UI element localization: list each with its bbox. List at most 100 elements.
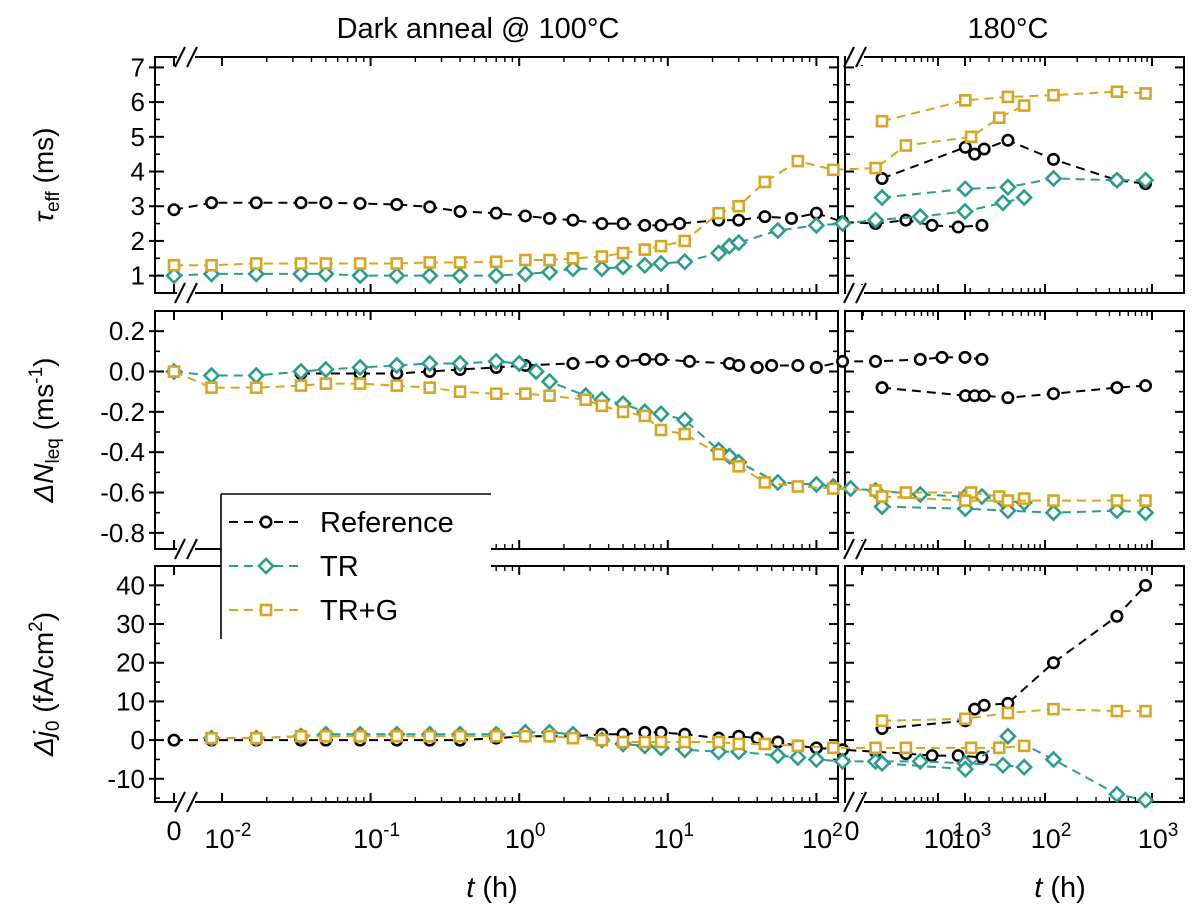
x-tick-base: 10 bbox=[205, 824, 235, 854]
y-axis-label-superscript: -1 bbox=[26, 367, 47, 384]
trg-marker bbox=[964, 741, 978, 755]
trg-marker bbox=[566, 731, 580, 745]
legend-label: TR+G bbox=[320, 595, 398, 627]
trg-marker bbox=[791, 739, 805, 753]
reference-marker bbox=[925, 218, 939, 232]
tr-marker bbox=[709, 244, 728, 262]
series-line bbox=[881, 139, 1146, 185]
x-tick-label: 100 bbox=[505, 820, 546, 854]
x-tick-exponent: 2 bbox=[832, 820, 843, 841]
trg-marker bbox=[1047, 88, 1060, 102]
trg-marker bbox=[167, 258, 181, 272]
x-tick-exponent: 3 bbox=[981, 820, 992, 841]
trg-marker bbox=[543, 389, 556, 403]
tr-marker bbox=[873, 754, 891, 773]
tr-marker bbox=[873, 188, 891, 207]
tr-marker bbox=[614, 258, 632, 276]
tr-marker bbox=[351, 358, 369, 377]
trg-marker bbox=[294, 729, 308, 743]
tr-marker bbox=[1015, 188, 1033, 207]
reference-marker bbox=[249, 196, 263, 210]
y-tick-label: 5 bbox=[131, 122, 145, 152]
reference-marker bbox=[167, 733, 181, 747]
trg-marker bbox=[1047, 494, 1060, 507]
trg-marker bbox=[791, 154, 805, 168]
trg-marker bbox=[869, 741, 882, 755]
reference-marker bbox=[566, 356, 580, 370]
tr-marker bbox=[564, 259, 582, 278]
trg-marker bbox=[489, 255, 503, 269]
tr-marker bbox=[675, 411, 694, 429]
tr-marker bbox=[833, 214, 852, 233]
trg-marker bbox=[423, 256, 437, 269]
x-tick-label-zero: 0 bbox=[166, 816, 181, 846]
x-tick-base: 10 bbox=[1138, 824, 1168, 854]
tr-marker bbox=[1136, 503, 1155, 522]
series-trgg bbox=[205, 702, 1152, 755]
x-tick-label: 103 bbox=[1138, 820, 1179, 854]
series-trgg bbox=[167, 365, 1152, 507]
x-tick-exponent: -2 bbox=[235, 820, 252, 841]
tr-marker bbox=[999, 727, 1017, 746]
reference-marker bbox=[1046, 387, 1060, 401]
y-tick-label: 6 bbox=[131, 87, 145, 117]
axis-break-mark bbox=[843, 538, 855, 560]
y-axis-label-subscript: leq bbox=[43, 438, 64, 463]
tr-marker bbox=[165, 266, 183, 285]
trg-marker bbox=[319, 257, 333, 270]
reference-marker bbox=[319, 196, 333, 210]
trg-marker bbox=[827, 482, 840, 495]
axis-break-mark bbox=[843, 46, 855, 68]
axis-break-mark bbox=[174, 46, 186, 68]
trg-marker bbox=[294, 379, 308, 392]
trg-marker bbox=[638, 243, 652, 256]
tr-marker bbox=[1015, 758, 1033, 777]
reference-marker bbox=[1110, 381, 1124, 395]
y-tick-label: 0.2 bbox=[109, 316, 145, 346]
trg-marker bbox=[959, 494, 972, 507]
trg-marker bbox=[1110, 494, 1124, 507]
reference-marker bbox=[489, 206, 503, 220]
tr-marker bbox=[841, 479, 860, 498]
tr-marker bbox=[420, 266, 439, 285]
trg-marker bbox=[319, 377, 333, 390]
reference-marker bbox=[875, 381, 889, 395]
series-line bbox=[881, 584, 1147, 730]
axis-break-mark bbox=[843, 791, 855, 813]
reference-marker bbox=[765, 358, 779, 372]
y-axis-label-symbol: τ bbox=[28, 211, 59, 223]
reference-marker bbox=[518, 209, 532, 223]
trg-marker bbox=[678, 427, 692, 441]
tr-marker bbox=[788, 748, 807, 767]
x-tick-exponent: -1 bbox=[383, 820, 400, 841]
trg-marker bbox=[353, 377, 367, 390]
x-tick-exponent: 3 bbox=[1168, 820, 1179, 841]
series-line bbox=[211, 731, 1025, 769]
y-axis-label-unit: (ms bbox=[28, 384, 59, 438]
tr-marker bbox=[540, 372, 559, 391]
axis-break-mark bbox=[174, 791, 186, 813]
trg-marker bbox=[732, 199, 746, 213]
trg-marker bbox=[875, 490, 889, 503]
tr-marker bbox=[911, 485, 930, 504]
x-tick-label: 101 bbox=[924, 820, 965, 854]
trg-marker bbox=[678, 234, 692, 248]
tr-marker bbox=[387, 356, 406, 375]
y-tick-label: -0.8 bbox=[100, 518, 145, 548]
reference-marker bbox=[673, 217, 687, 231]
reference-marker bbox=[638, 352, 652, 366]
reference-marker bbox=[791, 358, 805, 372]
y-axis-label-subscript: 0 bbox=[43, 720, 64, 731]
trg-marker bbox=[595, 733, 609, 747]
trg-marker bbox=[249, 381, 263, 394]
x-tick-base: 10 bbox=[802, 824, 832, 854]
trg-marker bbox=[390, 729, 404, 743]
reference-marker bbox=[975, 218, 989, 232]
axis-break-mark bbox=[855, 46, 867, 68]
reference-marker bbox=[869, 354, 883, 368]
tr-marker bbox=[1108, 501, 1126, 520]
trg-marker bbox=[1110, 85, 1124, 99]
y-tick-label: -0.6 bbox=[100, 478, 145, 508]
trg-marker bbox=[959, 94, 972, 107]
axis-break-mark bbox=[186, 282, 198, 304]
